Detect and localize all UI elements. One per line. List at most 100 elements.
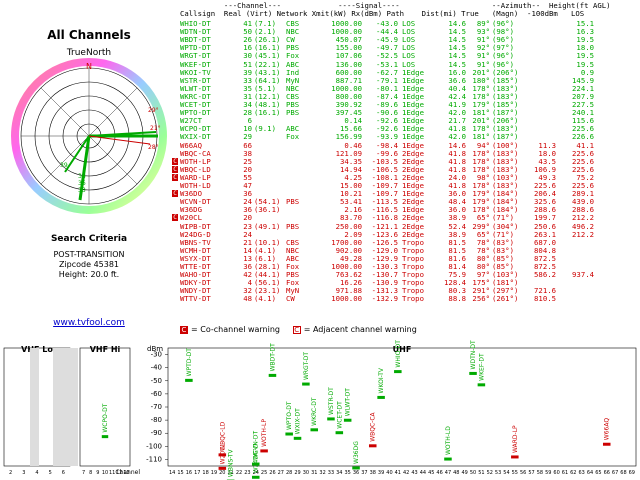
criteria-line: POST-TRANSITION xyxy=(53,250,125,259)
cell-rx: -131.3 xyxy=(371,286,398,296)
cell-net: ABC xyxy=(286,59,300,69)
cell-rx: -129.9 xyxy=(371,253,398,263)
channel-tick-label: 15 xyxy=(177,470,183,476)
polar-label-4: 36 xyxy=(78,180,86,187)
cell-xmit: 763.62 xyxy=(335,270,362,280)
cell-rx: -80.1 xyxy=(376,83,398,93)
cell-real: 50 xyxy=(243,27,252,37)
cell-virt: (16.1) xyxy=(254,43,281,53)
cell-path: 2Edge xyxy=(402,229,424,239)
cell-cs: WCVN-DT xyxy=(180,197,211,207)
channel-tick-label: 66 xyxy=(604,470,610,476)
channel-tick-label: 20 xyxy=(219,470,225,476)
channel-tick-label: 25 xyxy=(261,470,267,476)
cell-cs: WDTN-DT xyxy=(180,27,211,37)
cell-real: 20 xyxy=(243,164,252,174)
cell-dist: 81.4 xyxy=(448,262,466,271)
cell-dist: 36.0 xyxy=(448,189,466,199)
cell-path: 1Edge xyxy=(402,116,424,126)
cell-virt: (10.1) xyxy=(254,237,281,247)
cell-h2: 225.6 xyxy=(572,181,594,190)
criteria-line: Zipcode 45381 xyxy=(58,260,120,269)
signal-label: WRGT-DT xyxy=(303,352,310,380)
cell-rx: -93.9 xyxy=(376,132,398,142)
signal-mark xyxy=(327,417,335,421)
channel-tick-label: 22 xyxy=(236,470,242,476)
station-bars xyxy=(64,131,158,201)
table-header-line2: Callsign Real (Virt) Network Xmit(kW) Rx… xyxy=(180,9,585,18)
cell-true: 178° xyxy=(472,181,490,190)
cell-rx: -121.1 xyxy=(371,221,398,231)
cell-real: 32 xyxy=(243,286,252,296)
cell-real: 25 xyxy=(243,156,252,166)
cell-magn: (83°) xyxy=(492,245,514,255)
cell-path: LOS xyxy=(402,43,416,53)
cell-net: PBS xyxy=(286,221,300,231)
cell-xmit: 1000.00 xyxy=(331,83,362,93)
channel-tick-label: 44 xyxy=(420,470,426,476)
y-tick-label: -90 xyxy=(151,429,162,437)
cell-virt: (45.1) xyxy=(254,51,281,61)
cell-true: 80° xyxy=(476,253,490,263)
channel-tick-label: 16 xyxy=(186,470,192,476)
cell-real: 35 xyxy=(243,83,252,93)
cell-path: 2Edge xyxy=(402,197,424,207)
cell-cs: WIPB-DT xyxy=(180,221,211,231)
polar-label-7: 28° xyxy=(148,144,159,151)
cell-rx: -90.6 xyxy=(376,108,398,118)
cell-magn: (85°) xyxy=(492,262,514,271)
cell-real: 4 xyxy=(247,278,252,288)
cell-cs: W66AQ xyxy=(180,140,202,150)
cell-xmit: 155.00 xyxy=(335,43,362,53)
cell-true: 178° xyxy=(472,148,490,158)
signal-label: WOTH-LD xyxy=(445,426,452,455)
cell-virt: (16.1) xyxy=(254,108,281,118)
signal-mark xyxy=(469,371,477,375)
cell-path: Tropo xyxy=(402,253,424,263)
cell-h2: 19.5 xyxy=(576,59,594,69)
channel-tick-label: 60 xyxy=(553,470,559,476)
cell-real: 30 xyxy=(243,51,252,61)
signal-label: WARD-LP xyxy=(512,425,519,453)
channel-tick-label: 49 xyxy=(461,470,467,476)
cell-magn: (96°) xyxy=(492,19,514,28)
cell-h1: 721.6 xyxy=(534,286,556,296)
cell-path: 1Edge xyxy=(402,189,424,199)
channel-tick-label: 27 xyxy=(278,470,284,476)
cell-h1: 288.6 xyxy=(534,205,556,215)
cell-rx: -108.1 xyxy=(371,172,398,182)
cell-h1: 18.0 xyxy=(538,148,556,158)
cell-true: 65° xyxy=(476,229,490,239)
y-tick-label: -40 xyxy=(151,364,162,372)
cell-xmit: 0.46 xyxy=(344,140,362,150)
cell-virt: (28.1) xyxy=(254,262,281,271)
signal-mark xyxy=(260,449,268,453)
cell-real: 42 xyxy=(243,270,252,280)
cell-path: 2Edge xyxy=(402,156,424,166)
channel-tick-label: 30 xyxy=(303,470,309,476)
cell-dist: 81.5 xyxy=(448,245,466,255)
cell-dist: 36.6 xyxy=(448,75,466,85)
cell-h1: 586.2 xyxy=(534,270,556,280)
cell-true: 181° xyxy=(472,108,490,118)
polar-label-6: 39 xyxy=(60,162,68,169)
y-tick-label: -70 xyxy=(151,403,162,411)
cell-path: 1Edge xyxy=(402,205,424,215)
cell-true: 179° xyxy=(472,100,490,109)
channel-tick-label: 39 xyxy=(378,470,384,476)
cell-h2: 937.4 xyxy=(572,270,594,280)
signal-mark xyxy=(394,370,402,374)
cell-dist: 14.5 xyxy=(448,27,466,37)
channel-tick-label: 56 xyxy=(520,470,526,476)
cell-rx: -79.1 xyxy=(376,75,398,85)
adjacent-channel-legend-text: = Adjacent channel warning xyxy=(303,325,417,334)
y-tick-label: -60 xyxy=(151,390,162,398)
site-link[interactable]: www.tvfool.com xyxy=(53,318,125,328)
channel-tick-label: 5 xyxy=(49,470,52,476)
vhf-lo-panel: VHF Lo23456W27CT xyxy=(3,345,78,476)
cell-virt: (4.1) xyxy=(254,245,276,255)
cell-h2: 225.6 xyxy=(572,164,594,174)
cell-dist: 16.0 xyxy=(448,67,466,77)
signal-label: WKRC-DT xyxy=(311,397,318,426)
cell-cs: W27CT xyxy=(180,116,202,126)
